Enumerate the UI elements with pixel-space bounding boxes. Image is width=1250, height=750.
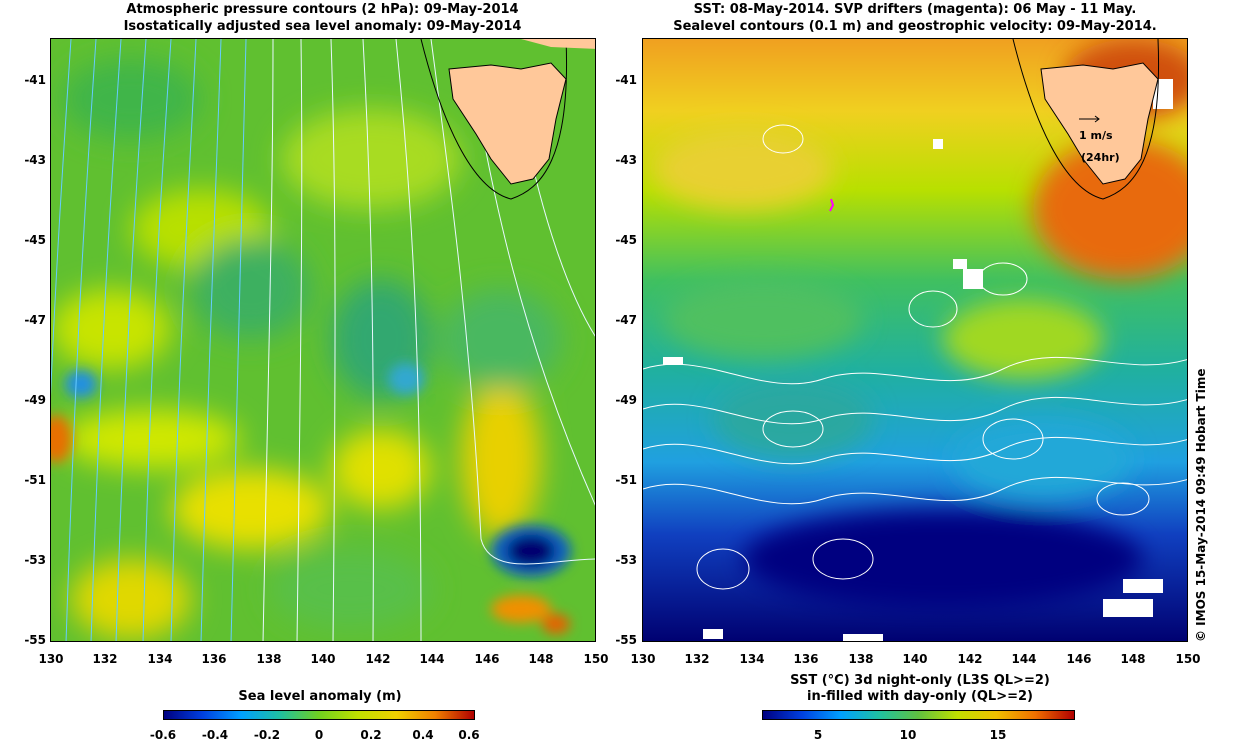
left-map-title: Atmospheric pressure contours (2 hPa): 0… (50, 1, 595, 35)
y-tick: -43 (24, 153, 46, 167)
x-tick: 134 (147, 652, 173, 666)
x-tick: 140 (310, 652, 336, 666)
sla-colorbar-tick: -0.6 (149, 728, 177, 742)
right-title-line2: Sealevel contours (0.1 m) and geostrophi… (673, 19, 1157, 34)
velocity-scale-arrowhead (1094, 115, 1100, 123)
y-tick: -45 (615, 233, 637, 247)
y-tick: -41 (615, 73, 637, 87)
y-tick: -51 (24, 473, 46, 487)
tasmania-land (448, 62, 567, 185)
bathymetry-contour (1012, 39, 1160, 200)
x-tick: 136 (201, 652, 227, 666)
sst-colorbar-tick: 10 (899, 728, 917, 742)
left-title-line1: Atmospheric pressure contours (2 hPa): 0… (126, 2, 519, 17)
velocity-scale-sub: (24hr) (1081, 151, 1120, 164)
sea-level-anomaly-map (50, 38, 596, 642)
x-tick: 130 (630, 652, 656, 666)
sla-field-svg (51, 39, 595, 641)
x-tick: 136 (793, 652, 819, 666)
sla-colorbar-title: Sea level anomaly (m) (238, 689, 402, 704)
y-tick: -55 (24, 633, 46, 647)
y-tick: -51 (615, 473, 637, 487)
y-tick: -41 (24, 73, 46, 87)
sla-colorbar-tick: 0.6 (458, 728, 480, 742)
x-tick: 142 (365, 652, 391, 666)
x-tick: 150 (1175, 652, 1201, 666)
sst-colorbar-tick: 5 (813, 728, 823, 742)
pressure-contours (51, 39, 595, 641)
x-tick: 148 (1120, 652, 1146, 666)
sla-extremes (51, 363, 571, 634)
right-map-title: SST: 08-May-2014. SVP drifters (magenta)… (560, 1, 1250, 35)
y-tick: -45 (24, 233, 46, 247)
sla-colorbar (163, 710, 475, 720)
x-tick: 138 (848, 652, 874, 666)
sst-map: 1 m/s (24hr) (642, 38, 1188, 642)
x-tick: 146 (474, 652, 500, 666)
y-tick: -53 (615, 553, 637, 567)
svp-drifter-track (829, 198, 835, 212)
sst-colorbar-title-line2: in-filled with day-only (QL>=2) (806, 689, 1033, 704)
y-tick: -53 (24, 553, 46, 567)
sst-colorbar (762, 710, 1075, 720)
sst-colorbar-title-line1: SST (°C) 3d night-only (L3S QL>=2) (790, 673, 1050, 688)
y-tick: -49 (615, 393, 637, 407)
y-tick: -43 (615, 153, 637, 167)
y-tick: -47 (24, 313, 46, 327)
x-tick: 144 (1011, 652, 1037, 666)
x-tick: 146 (1066, 652, 1092, 666)
y-tick: -55 (615, 633, 637, 647)
x-tick: 148 (528, 652, 554, 666)
x-tick: 140 (902, 652, 928, 666)
x-tick: 132 (92, 652, 118, 666)
x-tick: 150 (583, 652, 609, 666)
sst-structures (653, 39, 1187, 609)
sst-colorbar-tick: 15 (989, 728, 1007, 742)
y-tick: -49 (24, 393, 46, 407)
x-tick: 134 (739, 652, 765, 666)
y-tick: -47 (615, 313, 637, 327)
sla-colorbar-tick: 0.2 (360, 728, 382, 742)
x-tick: 142 (957, 652, 983, 666)
x-tick: 138 (256, 652, 282, 666)
sla-colorbar-tick: 0.4 (412, 728, 434, 742)
sla-blobs (51, 59, 561, 639)
copyright-notice: © IMOS 15-May-2014 09:49 Hobart Time (1194, 368, 1208, 642)
sst-field-svg: 1 m/s (24hr) (643, 39, 1187, 641)
left-title-line2: Isostatically adjusted sea level anomaly… (123, 19, 522, 34)
sst-colorbar-title: SST (°C) 3d night-only (L3S QL>=2) in-fi… (740, 673, 1100, 705)
tasmania-land (1040, 62, 1159, 185)
sla-colorbar-tick: 0 (314, 728, 324, 742)
bathymetry-contour (420, 39, 568, 200)
mainland-edge (521, 39, 595, 49)
x-tick: 144 (419, 652, 445, 666)
x-tick: 132 (684, 652, 710, 666)
sla-colorbar-tick: -0.4 (201, 728, 229, 742)
cloud-mask (663, 79, 1173, 641)
sla-colorbar-tick: -0.2 (253, 728, 281, 742)
x-tick: 130 (38, 652, 64, 666)
velocity-scale-label: 1 m/s (1079, 129, 1113, 142)
sealevel-contours (643, 124, 1187, 590)
right-title-line1: SST: 08-May-2014. SVP drifters (magenta)… (693, 2, 1137, 17)
